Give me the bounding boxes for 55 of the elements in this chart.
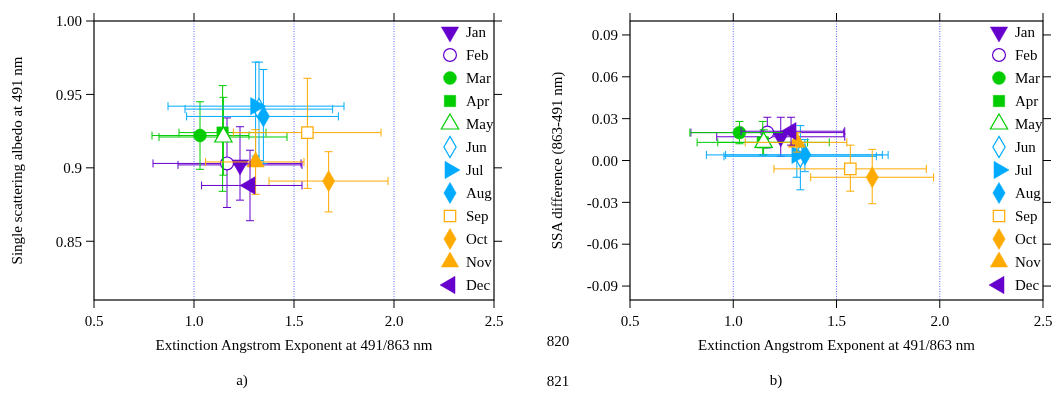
y-tick-label: 0.95: [55, 86, 82, 103]
legend-label: Mar: [466, 70, 491, 87]
text: 820: [546, 333, 570, 349]
legend-label: Apr: [466, 93, 490, 110]
y-tick-label: 0.00: [591, 152, 618, 169]
legend-label: Oct: [1015, 231, 1038, 248]
x-axis-title: Extinction Angstrom Exponent at 491/863 nm: [697, 337, 976, 353]
legend-label: Nov: [466, 254, 493, 271]
legend-label: Sep: [466, 208, 489, 225]
legend-label: Mar: [1015, 70, 1040, 87]
legend-label: May: [466, 116, 494, 133]
y-tick-label: 0.03: [591, 110, 618, 127]
x-tick-label: 1.0: [723, 313, 743, 329]
y-tick-label: 0.9: [63, 160, 82, 177]
legend-label: Feb: [1015, 47, 1038, 64]
y-tick-label: -0.09: [586, 278, 618, 295]
text: 821: [546, 373, 570, 389]
x-tick-label: 2.0: [930, 313, 950, 329]
point: [301, 126, 314, 139]
legend-label: May: [1015, 116, 1043, 133]
legend-label: Dec: [466, 277, 491, 294]
legend-label: Aug: [1015, 185, 1042, 202]
x-tick-label: 0.5: [620, 313, 640, 329]
legend-label: Jan: [1015, 24, 1036, 41]
y-axis-title: SSA difference (863-491 nm): [549, 71, 566, 250]
x-tick-label: 1.0: [184, 313, 204, 329]
y-tick-label: 1.00: [55, 13, 82, 30]
legend-label: Apr: [1015, 93, 1039, 110]
legend-label: Jun: [1015, 139, 1037, 156]
legend-label: Sep: [1015, 208, 1038, 225]
x-tick-label: 1.5: [827, 313, 846, 329]
legend-label: Dec: [1015, 277, 1040, 294]
legend-label: Jan: [466, 24, 487, 41]
y-tick-label: 0.06: [591, 69, 619, 86]
y-tick-label: 0.85: [55, 233, 82, 250]
legend-label: Jul: [1015, 162, 1033, 179]
y-axis-title: Single scattering albedo at 491 nm: [9, 56, 25, 265]
x-tick-label: 1.5: [284, 313, 304, 329]
legend-label: Feb: [466, 47, 489, 64]
x-tick-label: 2.0: [384, 313, 404, 329]
legend-label: Aug: [466, 185, 493, 202]
legend-label: Jun: [466, 139, 488, 156]
y-tick-label: -0.03: [586, 194, 618, 211]
legend-label: Oct: [466, 231, 489, 248]
text: b): [769, 372, 783, 389]
x-tick-label: 2.5: [1033, 313, 1053, 329]
x-tick-label: 0.5: [84, 313, 104, 329]
point: [844, 162, 857, 176]
legend-label: Jul: [466, 162, 484, 179]
text: a): [236, 372, 248, 389]
y-tick-label: 0.09: [591, 27, 618, 44]
legend-label: Nov: [1015, 254, 1042, 271]
x-tick-label: 2.5: [484, 313, 504, 329]
y-tick-label: -0.06: [586, 236, 619, 253]
x-axis-title: Extinction Angstrom Exponent at 491/863 nm: [155, 337, 433, 353]
